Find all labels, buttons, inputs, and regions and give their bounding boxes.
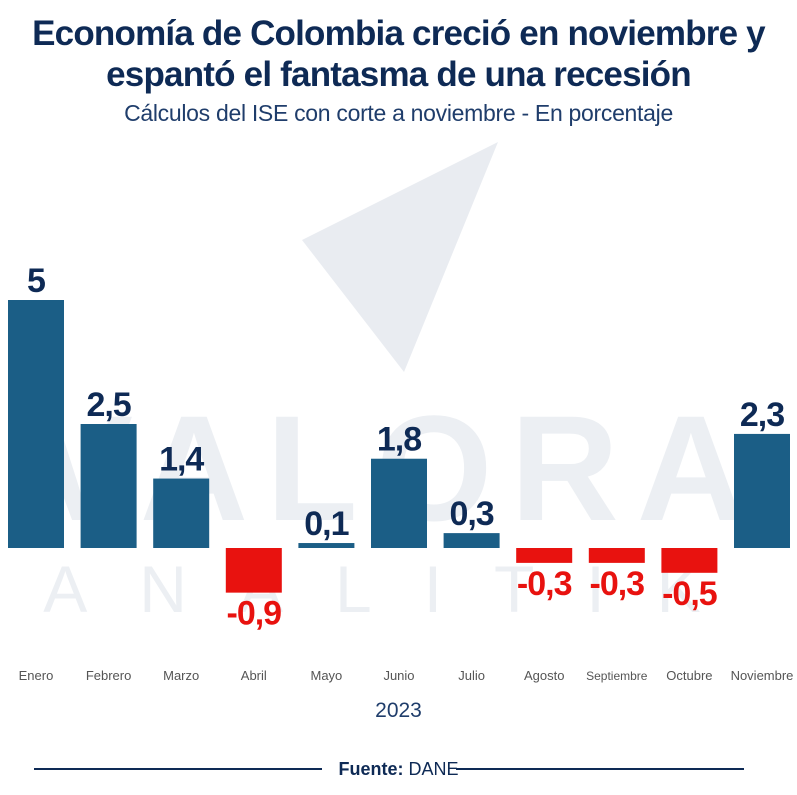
data-label-agosto: -0,3 [517, 565, 572, 603]
x-tick-label-septiembre: Septiembre [586, 669, 648, 683]
x-tick-label-julio: Julio [458, 668, 485, 683]
bar-septiembre [588, 548, 645, 563]
chart-title-line2: espantó el fantasma de una recesión [106, 55, 692, 94]
bar-enero [8, 300, 64, 548]
source-note: Fuente: DANE [0, 758, 797, 780]
data-label-noviembre: 2,3 [740, 396, 784, 434]
data-label-octubre: -0,5 [662, 575, 717, 613]
data-label-julio: 0,3 [449, 495, 493, 533]
x-tick-label-agosto: Agosto [524, 668, 564, 683]
bar-junio [371, 458, 427, 548]
bar-febrero [80, 424, 137, 548]
x-tick-label-mayo: Mayo [311, 668, 343, 683]
watermark-line2: ANALITIK [43, 552, 752, 626]
bar-marzo [153, 478, 210, 548]
data-label-junio: 1,8 [377, 421, 421, 459]
x-tick-label-febrero: Febrero [86, 668, 132, 683]
bar-abril [225, 548, 282, 593]
bar-noviembre [734, 433, 790, 548]
source-value: DANE [408, 759, 459, 779]
x-tick-label-marzo: Marzo [163, 668, 199, 683]
data-label-enero: 5 [27, 262, 45, 300]
x-axis-year-label: 2023 [375, 699, 422, 722]
chart-title-line1: Economía de Colombia creció en noviembre… [32, 14, 766, 53]
source-divider-right [456, 768, 744, 770]
x-tick-label-noviembre: Noviembre [731, 668, 794, 683]
x-tick-label-abril: Abril [241, 668, 267, 683]
bar-julio [443, 533, 500, 548]
x-tick-label-enero: Enero [19, 668, 54, 683]
watermark-logo-icon [302, 142, 498, 372]
data-label-septiembre: -0,3 [590, 565, 645, 603]
x-tick-label-octubre: Octubre [666, 668, 712, 683]
bar-agosto [516, 548, 573, 563]
data-label-marzo: 1,4 [159, 441, 204, 479]
x-tick-label-junio: Junio [383, 668, 414, 683]
bar-octubre [661, 548, 718, 573]
chart-subtitle: Cálculos del ISE con corte a noviembre -… [124, 100, 673, 126]
source-divider-left [34, 768, 322, 770]
source-label: Fuente: [338, 759, 404, 779]
data-label-mayo: 0,1 [304, 505, 348, 543]
bar-mayo [298, 543, 355, 548]
data-label-febrero: 2,5 [86, 386, 130, 424]
data-label-abril: -0,9 [227, 595, 282, 633]
